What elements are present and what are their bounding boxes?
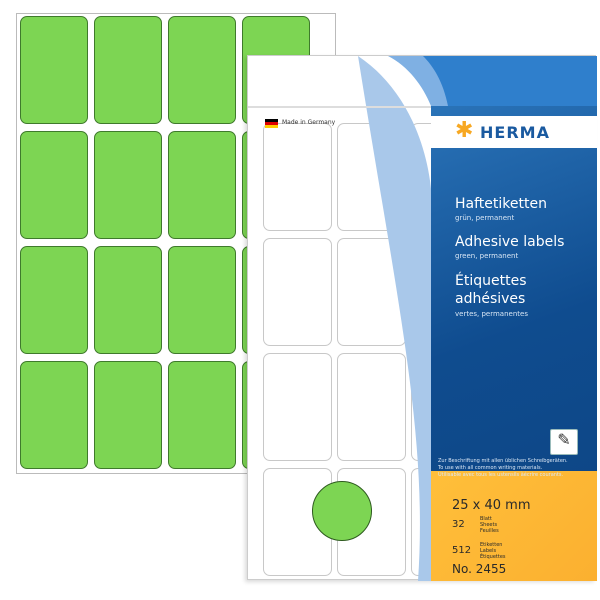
usage-fr: Utilisable avec tous les ustensils àécri… [438, 472, 564, 478]
usage-en: To use with all common writing materials… [438, 465, 543, 471]
labels-count: 512 [452, 545, 472, 556]
made-in-label: Made in Germany [282, 119, 336, 126]
green-label [20, 361, 88, 469]
labels-label-de: Etiketten [480, 542, 503, 548]
pen-writing-icon: ✎ [550, 429, 578, 455]
green-label [168, 16, 236, 124]
product-package: Made in Germany ✱ HERMA Haftetiketten gr… [247, 55, 597, 581]
green-label [168, 246, 236, 354]
blue-info-panel [431, 106, 597, 471]
subtitle-en: green, permanent [455, 252, 519, 260]
green-label [94, 361, 162, 469]
blue-swoosh-decoration [248, 56, 597, 581]
sheets-count: 32 [452, 519, 465, 530]
article-number: No. 2455 [452, 562, 507, 576]
sheets-label-de: Blatt [480, 516, 492, 522]
sheets-label-en: Sheets [480, 522, 498, 528]
brand-logo-box [431, 116, 597, 148]
herma-star-icon: ✱ [455, 118, 474, 143]
green-label [168, 361, 236, 469]
usage-de: Zur Beschriftung mit allen üblichen Schr… [438, 458, 568, 464]
green-label [94, 131, 162, 239]
title-en: Adhesive labels [455, 234, 565, 250]
green-label [94, 16, 162, 124]
orange-spec-panel [431, 471, 597, 581]
subtitle-fr: vertes, permanentes [455, 310, 528, 318]
labels-label-en: Labels [480, 548, 497, 554]
green-label [20, 246, 88, 354]
sheets-label-fr: Feuilles [480, 528, 499, 534]
brand-logo: HERMA [480, 123, 550, 142]
label-size: 25 x 40 mm [452, 498, 531, 513]
title-fr: Étiquettes adhésives [455, 273, 527, 307]
white-label [263, 353, 332, 461]
white-label [263, 123, 332, 231]
title-de: Haftetiketten [455, 196, 547, 212]
subtitle-de: grün, permanent [455, 214, 515, 222]
white-label [337, 353, 406, 461]
labels-label-fr: Étiquettes [480, 554, 506, 560]
green-label [94, 246, 162, 354]
germany-flag-icon [265, 119, 278, 128]
green-dot-sample [312, 481, 372, 541]
green-label [20, 16, 88, 124]
white-label [263, 238, 332, 346]
green-label [20, 131, 88, 239]
green-label [168, 131, 236, 239]
